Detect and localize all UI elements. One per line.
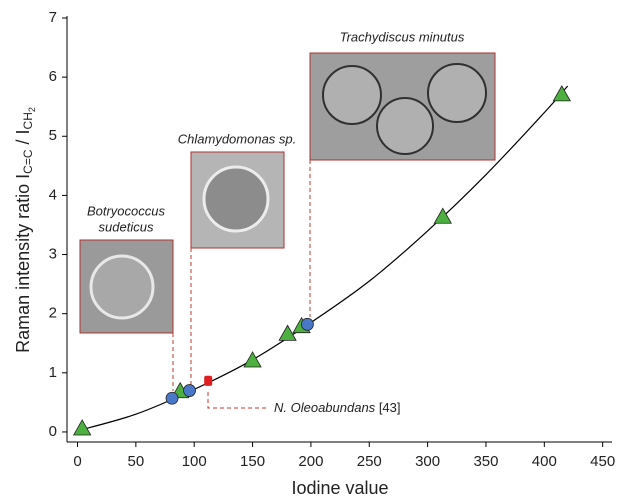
- x-axis-label: Iodine value: [291, 478, 388, 498]
- cell: [323, 66, 381, 124]
- circle-point: [166, 392, 178, 404]
- x-tick-label: 50: [128, 453, 145, 470]
- annotation-ref: [43]: [379, 400, 401, 415]
- x-tick-label: 300: [415, 453, 440, 470]
- cell: [91, 256, 153, 318]
- y-tick-label: 1: [49, 364, 57, 381]
- y-tick-label: 4: [49, 186, 57, 203]
- y-tick-label: 7: [49, 9, 57, 26]
- cell: [428, 64, 486, 122]
- y-label-sub: C=C: [21, 149, 35, 174]
- annotation-name: N. Oleoabundans: [274, 400, 376, 415]
- chart: Botryococcus sudeticus Chlamydomonas sp.…: [0, 0, 622, 499]
- x-tick-label: 250: [357, 453, 382, 470]
- y-label-sub: CH: [21, 112, 35, 129]
- leader-line: [208, 392, 268, 408]
- x-tick-label: 400: [532, 453, 557, 470]
- annotation: Botryococcus: [87, 203, 166, 218]
- annotation: Trachydiscus minutus: [340, 29, 465, 44]
- annotation: sudeticus: [99, 219, 154, 234]
- y-tick-label: 5: [49, 127, 57, 144]
- x-tick-label: 200: [298, 453, 323, 470]
- range-marker: [204, 376, 212, 386]
- y-tick-label: 3: [49, 246, 57, 263]
- circle-point: [184, 385, 196, 397]
- x-tick-label: 100: [182, 453, 207, 470]
- y-label-subsub: 2: [27, 107, 37, 112]
- y-tick-label: 2: [49, 305, 57, 322]
- triangle-point: [244, 352, 261, 367]
- cell: [377, 98, 433, 154]
- y-tick-label: 6: [49, 68, 57, 85]
- y-label-part: Raman intensity ratio I: [13, 174, 33, 353]
- x-tick-label: 0: [73, 453, 81, 470]
- x-tick-label: 350: [473, 453, 498, 470]
- y-tick-label: 0: [49, 423, 57, 440]
- x-tick-label: 150: [240, 453, 265, 470]
- y-label-part: / I: [13, 129, 33, 149]
- circle-point: [301, 318, 313, 330]
- annotation: N. Oleoabundans [43]: [274, 400, 401, 415]
- cell: [204, 167, 268, 231]
- y-axis-label: Raman intensity ratio IC=C / ICH2: [13, 107, 38, 353]
- triangle-point: [553, 86, 570, 101]
- annotation: Chlamydomonas sp.: [178, 131, 297, 146]
- x-tick-label: 450: [590, 453, 615, 470]
